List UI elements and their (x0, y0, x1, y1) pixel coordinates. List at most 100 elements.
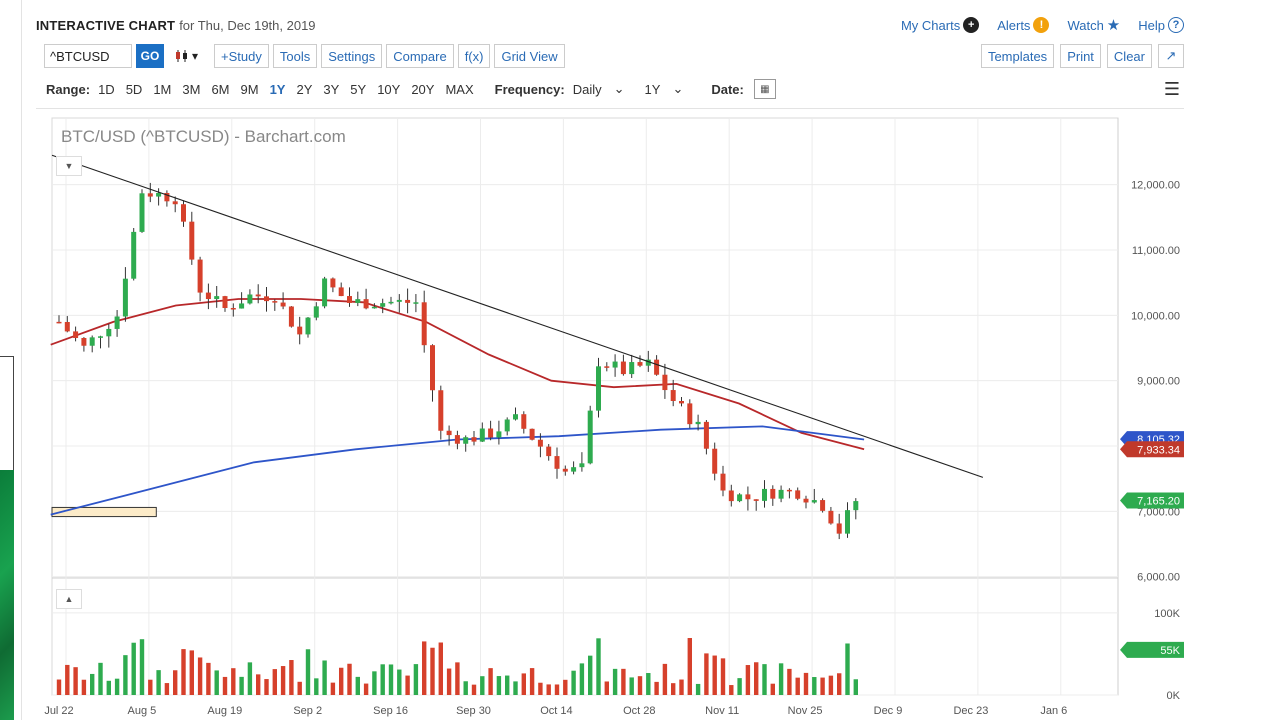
collapse-price-button[interactable]: ▼ (56, 156, 82, 176)
candle-body (139, 193, 145, 232)
volume-bar (496, 676, 502, 695)
volume-bar (98, 662, 103, 695)
fx-button[interactable]: f(x) (457, 44, 491, 68)
volume-bar (646, 673, 651, 695)
my-charts-link[interactable]: My Charts + (901, 17, 980, 33)
volume-bar (156, 670, 161, 695)
candle-body (197, 259, 203, 293)
candle-body (604, 366, 610, 368)
date-tick-label: Sep 16 (373, 705, 408, 717)
templates-button[interactable]: Templates (980, 44, 1055, 68)
header-links: My Charts + Alerts ! Watch ★ Help ? (901, 16, 1184, 34)
range-1m[interactable]: 1M (153, 81, 172, 97)
date-tick-label: Nov 25 (788, 705, 823, 717)
candle-body (762, 488, 767, 501)
volume-bar (106, 680, 111, 695)
study-button[interactable]: +Study (214, 44, 269, 68)
watch-link[interactable]: Watch ★ (1067, 16, 1120, 34)
volume-bar (778, 663, 784, 695)
volume-bar (347, 663, 352, 695)
volume-bar (372, 671, 377, 695)
candle-body (330, 278, 336, 288)
candle-body (363, 299, 369, 309)
range-5y[interactable]: 5Y (350, 81, 367, 97)
date-tick-label: Aug 19 (207, 705, 242, 717)
volume-marker-bg (1120, 641, 1184, 658)
volume-bar (305, 649, 311, 695)
settings-button[interactable]: Settings (321, 44, 383, 68)
help-link[interactable]: Help ? (1138, 17, 1184, 33)
grid-view-button[interactable]: Grid View (494, 44, 565, 68)
expand-button[interactable]: ↗ (1158, 44, 1184, 68)
volume-bar (380, 664, 385, 695)
left-edge-panel (0, 0, 22, 720)
range-max[interactable]: MAX (445, 81, 474, 97)
candle-body (737, 494, 743, 502)
symbol-input[interactable] (44, 44, 132, 68)
candle-body (529, 428, 535, 440)
volume-bar (65, 664, 70, 695)
volume-bar (471, 684, 477, 695)
range-3m[interactable]: 3M (182, 81, 201, 97)
print-button[interactable]: Print (1060, 44, 1101, 68)
candle-body (537, 439, 543, 447)
candle-body (172, 201, 178, 205)
alerts-link[interactable]: Alerts ! (997, 17, 1050, 33)
candle-body (770, 488, 776, 499)
volume-bar (455, 662, 460, 695)
candle-body (554, 456, 560, 469)
volume-bar (770, 683, 775, 695)
candle-body (654, 359, 660, 375)
volume-bar (314, 678, 319, 695)
period-select[interactable]: 1Y ⌄ (645, 81, 684, 97)
volume-bar (604, 681, 609, 695)
range-5d[interactable]: 5D (125, 81, 143, 97)
range-6m[interactable]: 6M (211, 81, 230, 97)
frequency-select[interactable]: Daily ⌄ (573, 81, 625, 97)
candle-body (255, 294, 261, 297)
compare-button[interactable]: Compare (386, 44, 454, 68)
volume-bar (654, 681, 659, 695)
candle-body (89, 337, 95, 346)
calendar-icon[interactable]: ▦ (753, 79, 776, 99)
period-value: 1Y (644, 81, 661, 97)
collapse-volume-button[interactable]: ▲ (56, 589, 82, 609)
price-marker-1-bg (1120, 441, 1184, 458)
range-2y[interactable]: 2Y (296, 81, 313, 97)
chevron-down-icon: ▾ (192, 49, 199, 63)
alert-icon: ! (1033, 17, 1050, 33)
candle-body (853, 501, 859, 511)
volume-bar (621, 668, 626, 695)
volume-marker: 55K (1160, 645, 1180, 657)
menu-icon[interactable]: ☰ (1163, 78, 1180, 99)
candle-body (98, 336, 103, 338)
trendlines (51, 154, 984, 478)
volume-bars (56, 638, 858, 695)
price-tick-label: 12,000.00 (1131, 180, 1180, 192)
go-button[interactable]: GO (136, 44, 164, 68)
range-1d[interactable]: 1D (98, 81, 115, 97)
price-tick-label: 11,000.00 (1132, 245, 1180, 257)
tools-button[interactable]: Tools (272, 44, 318, 68)
volume-bar (239, 676, 244, 695)
candle-body (355, 299, 361, 303)
candle-body (239, 303, 245, 309)
candle-body (106, 328, 112, 337)
candle-body (703, 421, 709, 449)
volume-bar (397, 669, 402, 695)
range-1y[interactable]: 1Y (269, 81, 286, 97)
candle-body (189, 221, 195, 260)
range-3y[interactable]: 3Y (323, 81, 340, 97)
volume-bar (787, 668, 792, 695)
price-tick-label: 9,000.00 (1137, 376, 1180, 388)
range-10y[interactable]: 10Y (377, 81, 401, 97)
bar-type-select[interactable]: ▾ (168, 49, 204, 63)
candle-body (479, 428, 485, 442)
volume-bar (330, 682, 336, 695)
range-20y[interactable]: 20Y (411, 81, 435, 97)
candle-body (596, 366, 601, 411)
clear-button[interactable]: Clear (1106, 44, 1152, 68)
range-9m[interactable]: 9M (240, 81, 259, 97)
volume-bar (505, 675, 510, 695)
